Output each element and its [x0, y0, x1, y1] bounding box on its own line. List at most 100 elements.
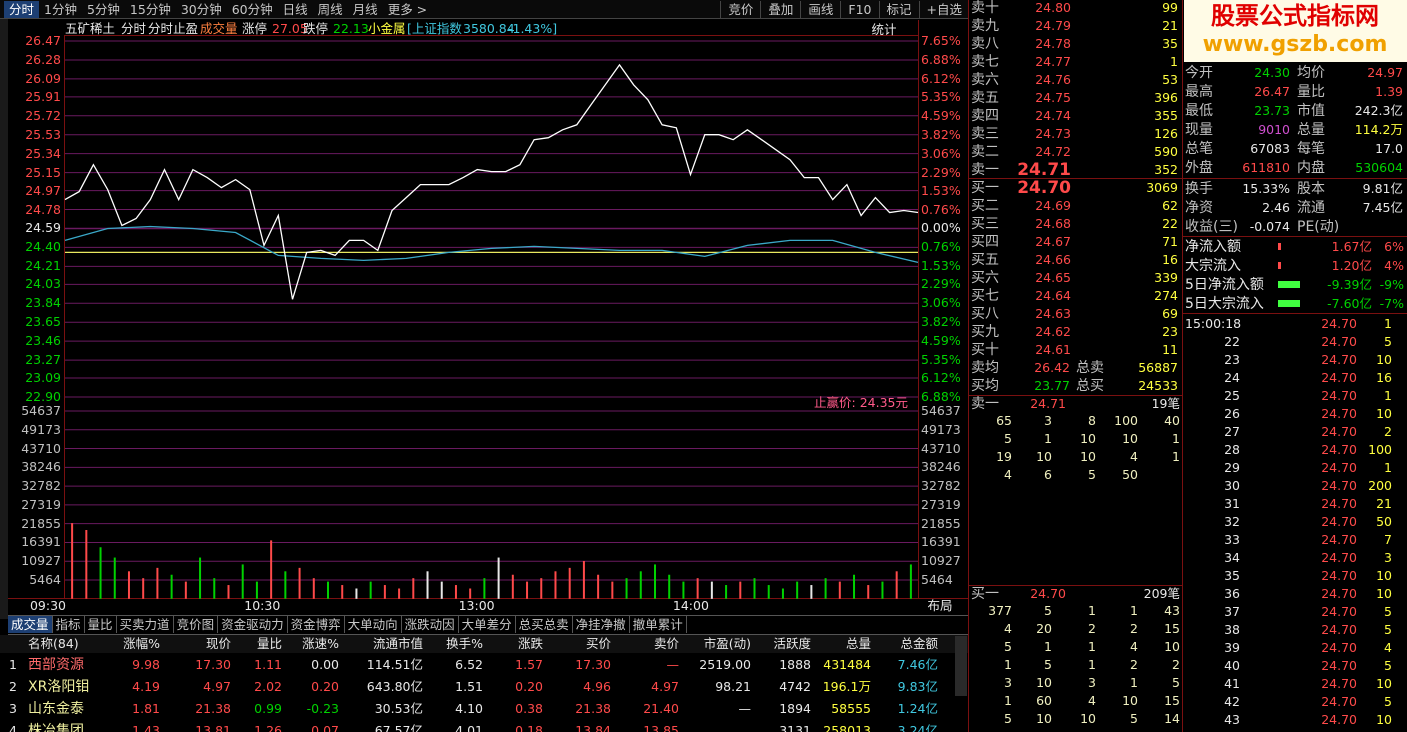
indicator-tab[interactable]: 资金驱动力 — [218, 616, 288, 633]
volume-tick-label: 54637 — [21, 403, 61, 418]
time-label: 14:00 — [672, 598, 709, 613]
stat-value: 26.47 — [1254, 84, 1290, 99]
pct-tick-label: 3.06% — [921, 145, 961, 161]
tick-volume: 21 — [1376, 496, 1392, 511]
price-tick-label: 24.40 — [25, 239, 61, 255]
summary-label: 总买 — [1076, 378, 1104, 394]
tool-button[interactable]: +自选 — [918, 0, 969, 18]
book-volume: 53 — [1162, 72, 1178, 87]
period-tab[interactable]: 月线 — [352, 1, 378, 17]
period-tab[interactable]: 15分钟 — [129, 1, 171, 17]
table-cell: 4.01 — [455, 723, 483, 732]
table-cell: 643.80亿 — [366, 679, 423, 694]
queue-cell: 15 — [1164, 621, 1180, 636]
period-tab[interactable]: 1分钟 — [44, 1, 77, 17]
table-cell: 13.84 — [575, 723, 611, 732]
queue-cell: 1 — [1130, 675, 1138, 690]
table-cell: 58555 — [831, 701, 871, 716]
queue-cell: 5 — [1130, 711, 1138, 726]
tick-price: 24.70 — [1321, 676, 1357, 691]
book-price: 24.78 — [1035, 36, 1071, 51]
book-price: 24.65 — [1035, 270, 1071, 285]
queue-cell: 14 — [1164, 711, 1180, 726]
period-tab[interactable]: 日线 — [282, 1, 308, 17]
table-cell: 1.43 — [132, 723, 160, 732]
indicator-tab[interactable]: 资金博弈 — [288, 616, 345, 633]
stat-label: 收益(三) — [1185, 219, 1238, 235]
tool-button[interactable]: 叠加 — [760, 0, 800, 18]
price-tick-label: 24.59 — [25, 220, 61, 236]
table-cell: 13.85 — [643, 723, 679, 732]
stat-value: 9.81亿 — [1362, 181, 1403, 196]
indicator-tab[interactable]: 成交量 — [8, 616, 53, 633]
price-line — [64, 63, 919, 300]
tick-time: 34 — [1224, 550, 1240, 565]
scrollbar — [955, 636, 967, 696]
queue-cell: 5 — [1004, 639, 1012, 654]
indicator-tab[interactable]: 大单差分 — [459, 616, 516, 633]
table-cell: 0.18 — [515, 723, 543, 732]
table-cell: 21.38 — [575, 701, 611, 716]
price-tick-label: 23.46 — [25, 333, 61, 349]
period-tab[interactable]: 周线 — [317, 1, 343, 17]
book-level: 买五 — [971, 252, 999, 268]
book-level: 买九 — [971, 324, 999, 340]
book-level: 卖三 — [971, 126, 999, 142]
table-cell: 1.26 — [254, 723, 282, 732]
book-price: 24.64 — [1035, 288, 1071, 303]
indicator-tab[interactable]: 大单动向 — [345, 616, 402, 633]
tick-time: 40 — [1224, 658, 1240, 673]
queue-cell: 4 — [1088, 693, 1096, 708]
indicator-tab[interactable]: 涨跌动因 — [402, 616, 459, 633]
tool-button[interactable]: 画线 — [800, 0, 840, 18]
tool-button[interactable]: 竞价 — [720, 0, 760, 18]
table-cell: 2519.00 — [699, 657, 751, 672]
tick-price: 24.70 — [1321, 460, 1357, 475]
period-tab[interactable]: 60分钟 — [231, 1, 273, 17]
volume-tick-label: 43710 — [921, 440, 961, 456]
indicator-tab[interactable]: 指标 — [53, 616, 85, 633]
queue-cell: 10 — [1080, 431, 1096, 446]
queue-cell: 5 — [1044, 657, 1052, 672]
tick-price: 24.70 — [1321, 694, 1357, 709]
volume-tick-label: 54637 — [921, 403, 961, 418]
tool-button[interactable]: F10 — [840, 0, 878, 18]
indicator-tab[interactable]: 总买总卖 — [516, 616, 573, 633]
summary-label: 买均 — [971, 378, 999, 394]
stat-label: 量比 — [1297, 84, 1325, 100]
flow-pct: -7% — [1379, 296, 1404, 311]
logo-bg — [1184, 0, 1407, 62]
stat-value: 67083 — [1250, 141, 1290, 156]
volume-tick-label: 10927 — [921, 553, 961, 569]
stat-value: 9010 — [1258, 122, 1290, 137]
pct-tick-label: 0.76% — [921, 239, 961, 255]
queue-cell: 10 — [1080, 711, 1096, 726]
table-cell: — — [738, 701, 752, 716]
stat-value: 530604 — [1355, 160, 1403, 175]
tool-button[interactable]: 标记 — [878, 0, 919, 18]
indicator-tab[interactable]: 买卖力道 — [117, 616, 174, 633]
tick-time: 31 — [1224, 496, 1240, 511]
toolbar-bg — [0, 0, 968, 18]
indicator-tab[interactable]: 竞价图 — [174, 616, 219, 633]
queue-cell: 377 — [988, 603, 1012, 618]
tick-time: 36 — [1224, 586, 1240, 601]
book-volume: 21 — [1162, 18, 1178, 33]
tick-volume: 4 — [1384, 640, 1392, 655]
table-cell: 196.1万 — [822, 679, 871, 694]
book-volume: 590 — [1154, 144, 1178, 159]
period-tab[interactable]: 30分钟 — [180, 1, 222, 17]
tick-volume: 10 — [1376, 406, 1392, 421]
book-volume: 62 — [1162, 198, 1178, 213]
price-tick-label: 26.28 — [25, 51, 61, 67]
indicator-tab[interactable]: 量比 — [85, 616, 117, 633]
stat-label: 股本 — [1297, 181, 1325, 197]
indicator-tab[interactable]: 净挂净撤 — [573, 616, 630, 633]
pct-tick-label: 3.82% — [921, 314, 961, 330]
queue-cell: 5 — [1088, 467, 1096, 482]
indicator-tab[interactable]: 撤单累计 — [630, 616, 687, 633]
period-tab[interactable]: 更多 > — [387, 1, 428, 17]
period-tab[interactable]: 分时 — [4, 0, 40, 18]
period-tab[interactable]: 5分钟 — [86, 1, 120, 17]
flow-value: -7.60亿 — [1327, 296, 1372, 311]
